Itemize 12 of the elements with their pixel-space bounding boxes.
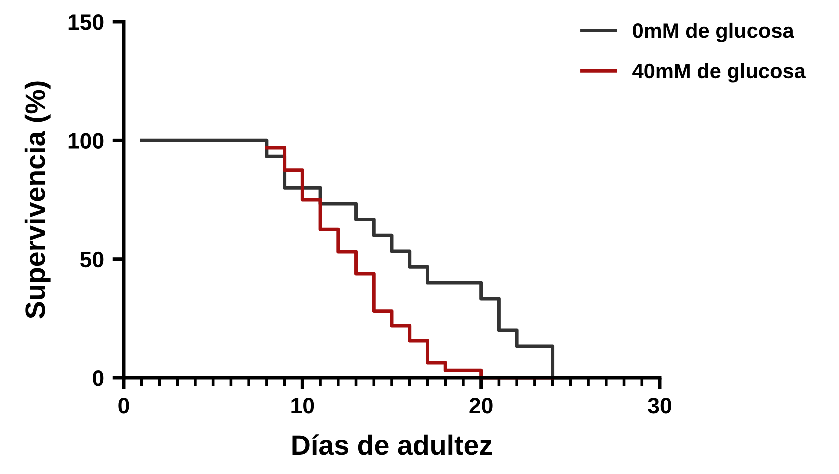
y-tick-label: 150	[68, 14, 104, 30]
legend-label: 0mM de glucosa	[633, 22, 794, 42]
x-tick-label: 30	[648, 398, 672, 414]
x-tick-label: 10	[292, 398, 314, 414]
y-tick-label: 100	[68, 133, 104, 149]
legend-label: 40mM de glucosa	[632, 63, 806, 83]
x-tick-label: 0	[118, 398, 130, 414]
x-tick-label: 20	[470, 398, 493, 414]
x-axis-title: Días de adultez	[292, 434, 492, 456]
y-tick-label: 50	[80, 252, 104, 268]
y-tick-label: 0	[93, 370, 104, 386]
y-axis-title: Supervivencia (%)	[24, 82, 51, 319]
